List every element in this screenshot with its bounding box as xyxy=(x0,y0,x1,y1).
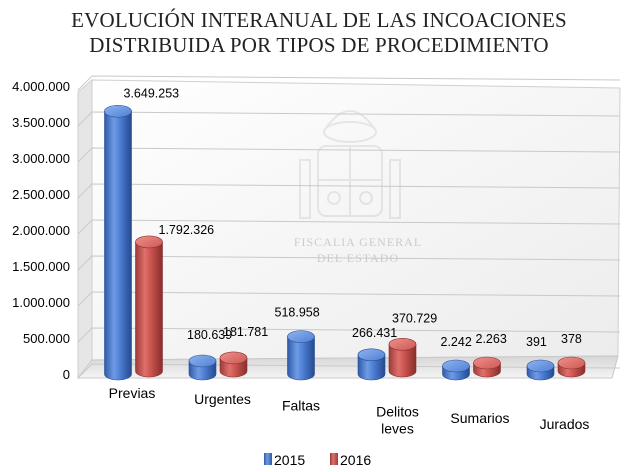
bar-2015-2 xyxy=(287,330,315,381)
bar-cap-2016 xyxy=(557,356,586,370)
legend: 2015 2016 xyxy=(264,452,371,468)
y-tick-label: 3.000.000 xyxy=(12,151,70,166)
legend-label: 2016 xyxy=(340,452,371,468)
bar-body-2016 xyxy=(135,241,163,378)
y-tick-label: 1.000.000 xyxy=(12,295,70,310)
gridline xyxy=(77,219,621,235)
chart-title-line-1: EVOLUCIÓN INTERANUAL DE LAS INCOACIONES xyxy=(71,8,567,32)
bar-body-2015 xyxy=(357,354,386,381)
bar-cap-2016 xyxy=(473,356,501,370)
watermark-emblem xyxy=(299,110,401,219)
gridline xyxy=(77,111,621,127)
bar-cap-2015 xyxy=(104,104,132,118)
bar-2015-4 xyxy=(442,359,470,381)
bars xyxy=(104,104,586,381)
data-label-2015: 266.431 xyxy=(352,326,397,340)
data-label-2015: 3.649.253 xyxy=(124,86,180,100)
x-tick-label: Sumarios xyxy=(450,410,509,426)
y-tick-label: 2.500.000 xyxy=(12,187,70,202)
gridline xyxy=(77,255,621,271)
bar-2016-3 xyxy=(388,338,417,378)
bar-2015-5 xyxy=(526,359,555,381)
bar-body-2015 xyxy=(104,110,132,381)
data-label-2016: 378 xyxy=(561,332,582,346)
data-label-2016: 370.729 xyxy=(392,311,437,325)
x-tick-label: Previas xyxy=(109,385,156,401)
y-axis: 0 500.000 1.000.000 1.500.000 2.000.000 2.500… xyxy=(12,79,70,382)
y-tick-label: 1.500.000 xyxy=(12,259,70,274)
data-label-2016: 181.781 xyxy=(223,325,268,339)
bar-cap-2015 xyxy=(526,359,555,373)
gridline xyxy=(77,327,621,343)
chart-title-line-2: DISTRIBUIDA POR TIPOS DE PROCEDIMIENTO xyxy=(89,33,549,57)
bar-body-2016 xyxy=(388,344,417,378)
gridline xyxy=(77,75,621,91)
bar-2015-1 xyxy=(188,354,217,381)
watermark-text: FISCALIA GENERAL xyxy=(294,235,422,249)
gridline xyxy=(77,291,621,307)
gridline xyxy=(77,147,621,163)
bar-2015-3 xyxy=(357,348,386,381)
x-tick-label: Jurados xyxy=(540,416,590,432)
legend-swatch xyxy=(330,453,338,465)
x-tick-label: Urgentes xyxy=(194,391,251,407)
bar-cap-2015 xyxy=(442,359,470,373)
bar-2016-0 xyxy=(135,235,163,378)
y-tick-label: 3.500.000 xyxy=(12,115,70,130)
bar-cap-2015 xyxy=(287,330,315,343)
x-tick-label: Delitos leves xyxy=(376,404,419,437)
bar-cap-2016 xyxy=(219,351,248,365)
bar-body-2015 xyxy=(287,336,315,381)
legend-item-2015: 2015 xyxy=(264,452,305,468)
gridline xyxy=(77,183,621,199)
data-label-2015: 2.242 xyxy=(441,335,472,349)
x-tick-label: Faltas xyxy=(282,397,320,413)
chart-title: EVOLUCIÓN INTERANUAL DE LAS INCOACIONES … xyxy=(0,8,638,58)
data-label-2015: 518.958 xyxy=(275,306,320,320)
y-tick-label: 0 xyxy=(63,367,70,382)
legend-item-2016: 2016 xyxy=(330,452,371,468)
bar-2016-5 xyxy=(557,356,586,378)
bar-cap-2016 xyxy=(388,338,417,351)
data-label-2015: 180.639 xyxy=(187,328,232,342)
y-tick-label: 2.000.000 xyxy=(12,223,70,238)
y-tick-label: 4.000.000 xyxy=(12,79,70,94)
data-label-2015: 391 xyxy=(526,335,547,349)
side-wall xyxy=(77,78,93,380)
data-label-2016: 2.263 xyxy=(476,332,507,346)
bar-cap-2015 xyxy=(188,354,217,368)
bar-2016-4 xyxy=(473,356,501,378)
bar-cap-2016 xyxy=(135,235,163,249)
legend-label: 2015 xyxy=(274,452,305,468)
x-axis: Previas Urgentes Faltas Delitos leves Sumario… xyxy=(109,385,590,437)
bar-2016-1 xyxy=(219,351,248,378)
y-tick-label: 500.000 xyxy=(23,331,70,346)
bar-cap-2015 xyxy=(357,348,386,362)
data-label-2016: 1.792.326 xyxy=(159,223,215,237)
legend-swatch xyxy=(264,453,272,465)
bar-2015-0 xyxy=(104,104,132,381)
